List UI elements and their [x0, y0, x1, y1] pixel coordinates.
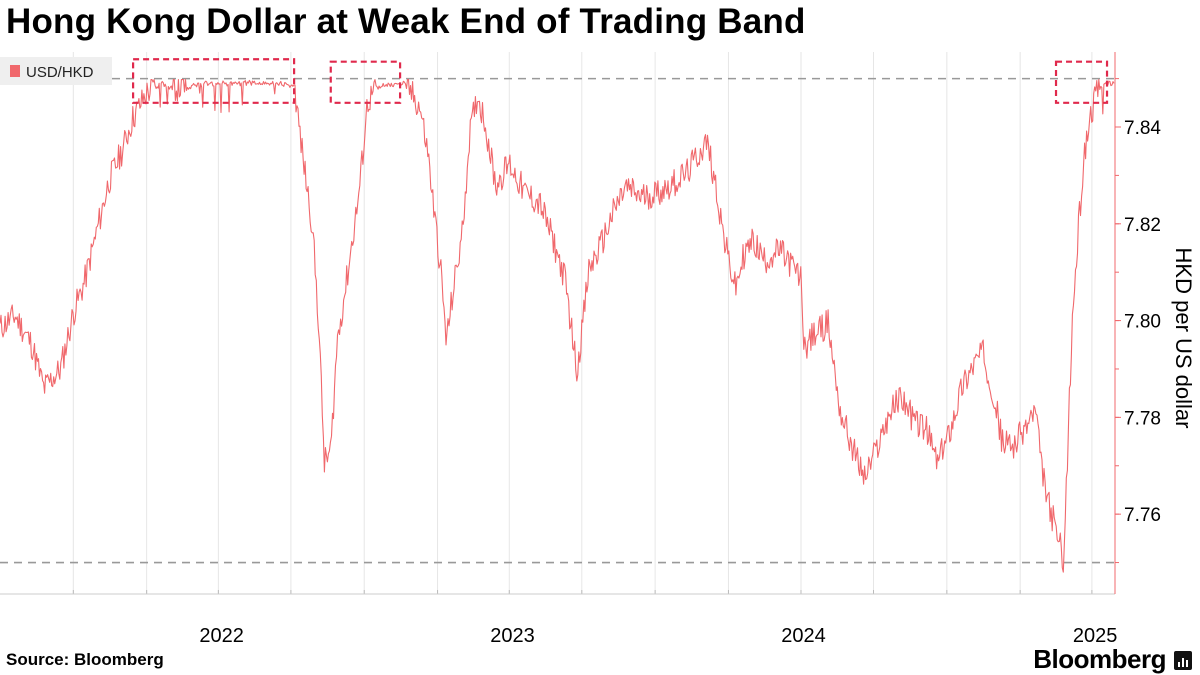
highlight-box: [329, 60, 402, 104]
x-tick-label: 2025: [1073, 625, 1118, 647]
y-tick-label: 7.84: [1124, 118, 1161, 139]
y-axis-title: HKD per US dollar: [1171, 248, 1196, 429]
y-tick-label: 7.78: [1124, 408, 1161, 429]
highlight-box: [1054, 60, 1109, 104]
legend-label: USD/HKD: [26, 64, 94, 81]
y-tick-label: 7.80: [1124, 312, 1161, 333]
y-tick-label: 7.76: [1124, 505, 1161, 526]
x-tick-label: 2023: [490, 625, 535, 647]
source-note: Source: Bloomberg: [6, 650, 164, 669]
brand-logo: Bloomberg: [1033, 644, 1166, 674]
x-tick-label: 2022: [199, 625, 244, 647]
legend-swatch: [10, 65, 20, 77]
terminal-icon: [1174, 651, 1192, 670]
usd-hkd-series-line: [0, 79, 1115, 573]
chart-title: Hong Kong Dollar at Weak End of Trading …: [6, 2, 806, 41]
highlight-box: [131, 58, 296, 104]
x-tick-label: 2024: [781, 625, 826, 647]
y-tick-label: 7.82: [1124, 215, 1161, 236]
